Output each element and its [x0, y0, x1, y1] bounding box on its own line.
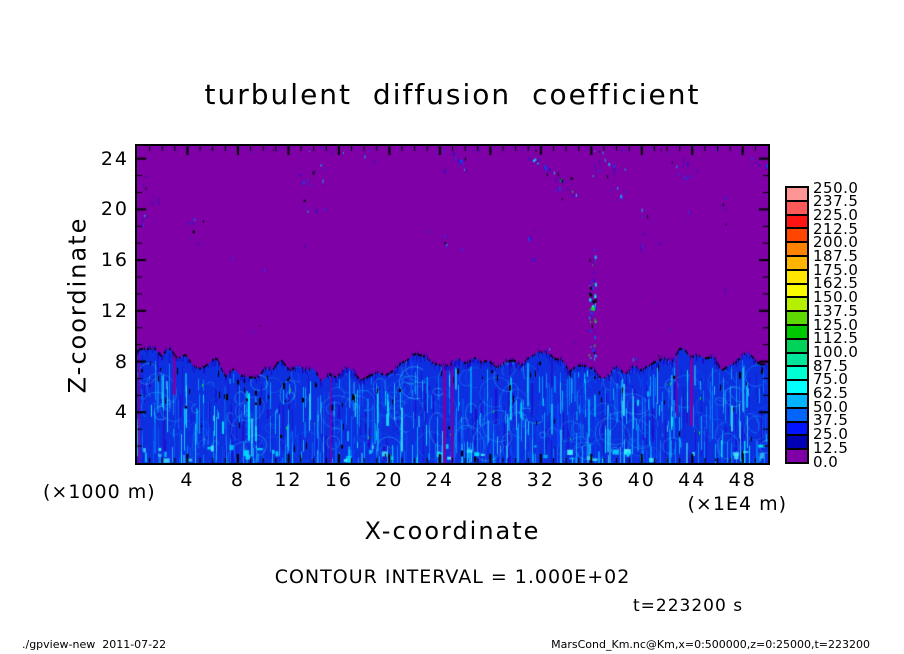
x-tick-label: 36: [577, 469, 606, 491]
colorbar-cell: [787, 298, 807, 313]
colorbar-label: 137.5: [813, 301, 859, 320]
colorbar-cell: [787, 353, 807, 368]
colorbar-cell: [787, 188, 807, 202]
x-tick-label: 8: [230, 469, 245, 491]
colorbar-label: 12.5: [813, 438, 849, 457]
x-tick-label: 48: [728, 469, 757, 491]
x-tick-label: 4: [180, 469, 195, 491]
colorbar-cell: [787, 201, 807, 216]
colorbar: [785, 186, 809, 464]
colorbar-label: 175.0: [813, 260, 859, 279]
colorbar-label: 250.0: [813, 178, 859, 197]
y-tick-label: 12: [100, 299, 129, 322]
footer-left: ./gpview-new 2011-07-22: [22, 638, 167, 651]
x-tick-label: 12: [274, 469, 303, 491]
colorbar-cell: [787, 436, 807, 451]
x-tick-label: 24: [425, 469, 454, 491]
x-axis-units: (×1E4 m): [687, 493, 787, 515]
x-tick-label: 20: [375, 469, 404, 491]
colorbar-cell: [787, 270, 807, 285]
colorbar-cell: [787, 229, 807, 244]
colorbar-label: 112.5: [813, 329, 859, 348]
colorbar-cell: [787, 394, 807, 409]
colorbar-cell: [787, 325, 807, 340]
colorbar-label: 125.0: [813, 315, 859, 334]
colorbar-label: 212.5: [813, 219, 859, 238]
x-tick-label: 28: [476, 469, 505, 491]
x-tick-label: 16: [324, 469, 353, 491]
colorbar-label: 62.5: [813, 384, 849, 402]
x-axis-tick-labels: 4 8 12 16 20 24 28 32 36 40 44 48: [137, 469, 768, 491]
turbulence-heatmap: [137, 146, 768, 463]
colorbar-cell: [787, 312, 807, 326]
colorbar-label: 200.0: [813, 233, 859, 252]
colorbar-label: 150.0: [813, 288, 859, 307]
colorbar-label: 37.5: [813, 411, 849, 430]
colorbar-label: 162.5: [813, 274, 859, 293]
plot-title: turbulent diffusion coefficient: [204, 78, 701, 111]
colorbar-cell: [787, 367, 807, 382]
contour-interval-note: CONTOUR INTERVAL = 1.000E+02: [274, 566, 631, 588]
colorbar-label: 50.0: [813, 397, 849, 416]
y-tick-label: 16: [100, 249, 129, 272]
colorbar-label: 187.5: [813, 247, 859, 265]
x-axis-label: X-coordinate: [364, 517, 541, 545]
footer-right: MarsCond_Km.nc@Km,x=0:500000,z=0:25000,t…: [551, 638, 870, 651]
colorbar-label: 75.0: [813, 370, 849, 389]
plot-frame: [135, 144, 770, 465]
y-axis-tick-labels: 4 8 12 16 20 24: [83, 146, 129, 463]
colorbar-cell: [787, 256, 807, 271]
colorbar-cell: [787, 215, 807, 230]
colorbar-label: 0.0: [813, 452, 839, 471]
y-tick-label: 20: [100, 198, 129, 221]
colorbar-cell: [787, 422, 807, 437]
colorbar-label: 225.0: [813, 205, 859, 224]
time-annotation: t=223200 s: [633, 596, 744, 616]
y-tick-label: 24: [100, 147, 129, 170]
colorbar-label: 87.5: [813, 356, 849, 375]
colorbar-cell: [787, 339, 807, 354]
y-axis-units: (×1000 m): [43, 481, 156, 503]
colorbar-label: 237.5: [813, 192, 859, 211]
y-tick-label: 4: [114, 401, 129, 424]
colorbar-cell: [787, 381, 807, 395]
colorbar-labels: 250.0 237.5 225.0 212.5 200.0 187.5 175.0 162.5…: [813, 179, 899, 470]
colorbar-cell: [787, 243, 807, 257]
colorbar-cell: [787, 450, 807, 462]
x-tick-label: 40: [627, 469, 656, 491]
x-tick-label: 44: [678, 469, 707, 491]
x-tick-label: 32: [526, 469, 555, 491]
colorbar-label: 100.0: [813, 342, 859, 361]
colorbar-cell: [787, 408, 807, 423]
y-tick-label: 8: [114, 350, 129, 373]
colorbar-label: 25.0: [813, 425, 849, 444]
colorbar-cell: [787, 284, 807, 299]
